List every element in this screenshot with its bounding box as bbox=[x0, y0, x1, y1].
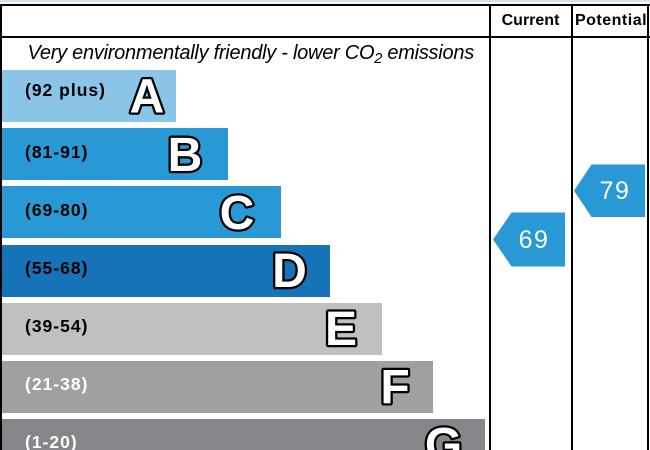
svg-text:F: F bbox=[380, 361, 409, 414]
svg-text:A: A bbox=[130, 71, 165, 124]
svg-text:79: 79 bbox=[600, 177, 631, 205]
svg-text:D: D bbox=[272, 245, 307, 298]
svg-text:69: 69 bbox=[519, 226, 550, 254]
svg-text:B: B bbox=[168, 129, 203, 182]
svg-text:E: E bbox=[325, 303, 357, 356]
svg-text:G: G bbox=[425, 419, 462, 450]
svg-text:C: C bbox=[220, 187, 255, 240]
